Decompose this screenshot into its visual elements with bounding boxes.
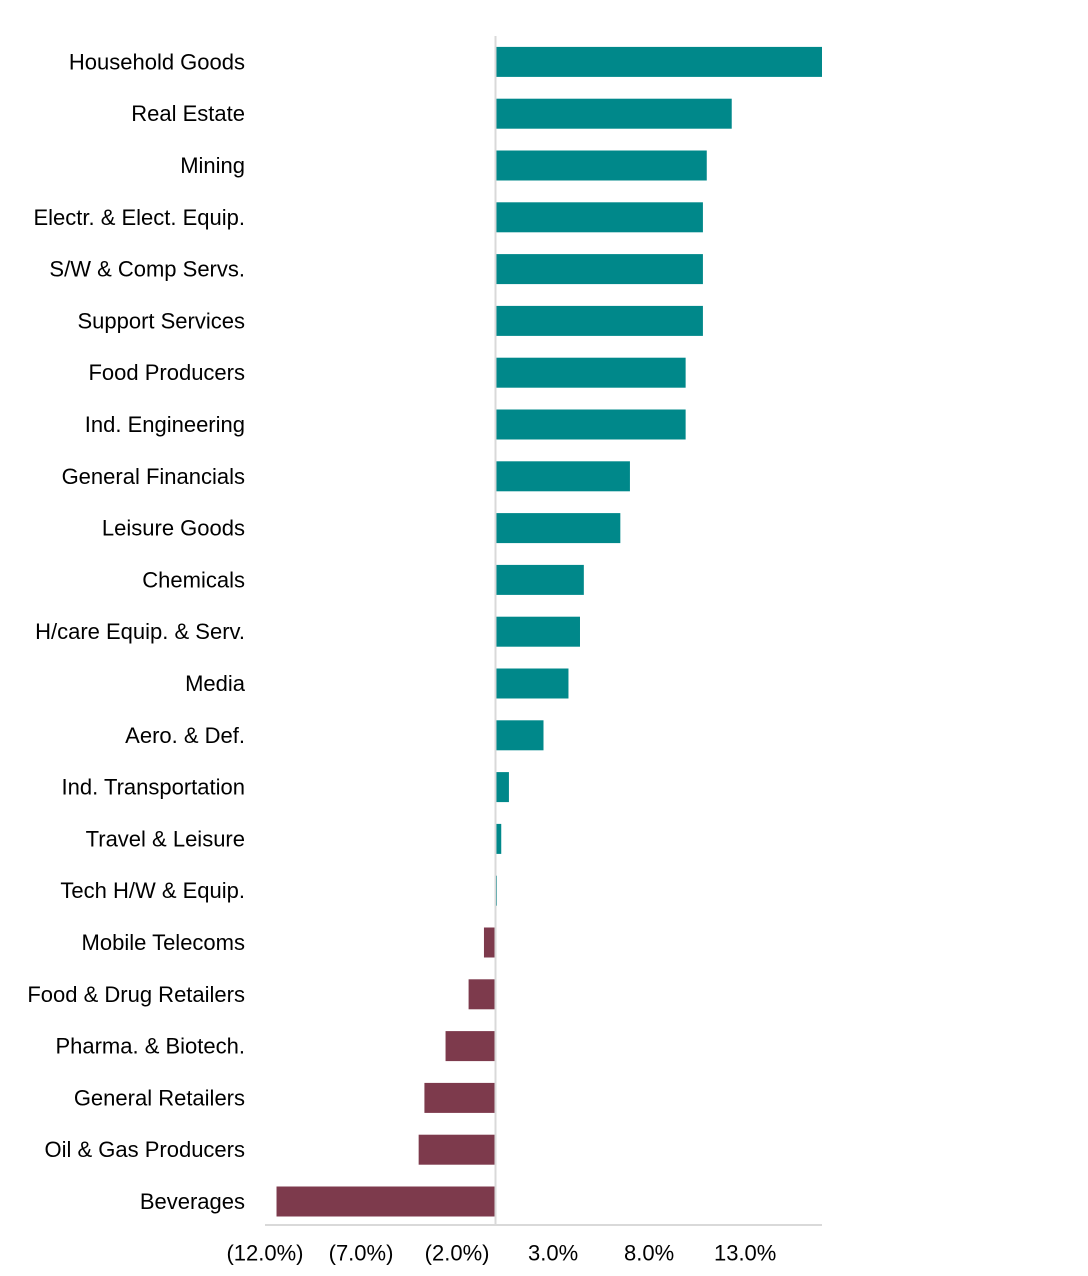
bar-food-producers [495,357,686,388]
category-label-food-drug-retailers: Food & Drug Retailers [27,982,245,1007]
category-label-h-care-equip-serv: H/care Equip. & Serv. [35,619,245,644]
bar-travel-leisure [495,823,502,854]
bar-beverages [276,1186,496,1217]
x-tick-labels-group: (12.0%) (7.0%) (2.0%) 3.0% 8.0% 13.0% [226,1241,776,1266]
bar-ind-engineering [495,409,686,440]
category-label-ind-transportation: Ind. Transportation [62,775,245,800]
x-tick-label: (2.0%) [425,1241,490,1266]
category-label-chemicals: Chemicals [142,567,245,592]
bar-pharma-biotech [445,1031,496,1062]
bar-ind-transportation [495,772,509,803]
category-label-support-services: Support Services [77,308,245,333]
category-label-leisure-goods: Leisure Goods [102,516,245,541]
category-label-oil-gas-producers: Oil & Gas Producers [44,1137,245,1162]
category-label-ind-engineering: Ind. Engineering [85,412,245,437]
category-label-tech-h-w-equip: Tech H/W & Equip. [60,878,245,903]
category-label-general-retailers: General Retailers [74,1085,245,1110]
category-label-real-estate: Real Estate [131,101,245,126]
x-tick-label: 13.0% [714,1241,776,1266]
bars-group [276,46,822,1217]
x-tick-label: (7.0%) [329,1241,394,1266]
bar-leisure-goods [495,513,621,544]
bar-support-services [495,305,703,336]
category-label-beverages: Beverages [140,1189,245,1214]
category-labels-group: Household Goods Real Estate Mining Electr. … [27,49,245,1214]
bar-general-financials [495,461,630,492]
bar-general-retailers [424,1082,496,1113]
bar-aero-def [495,720,544,751]
bar-food-drug-retailers [468,979,496,1010]
category-label-general-financials: General Financials [62,464,245,489]
category-label-mobile-telecoms: Mobile Telecoms [82,930,245,955]
category-label-pharma-biotech: Pharma. & Biotech. [55,1034,245,1059]
bar-mobile-telecoms [483,927,496,958]
category-label-media: Media [185,671,246,696]
x-tick-label: 3.0% [528,1241,578,1266]
category-label-household-goods: Household Goods [69,49,245,74]
bar-real-estate [495,98,732,129]
bar-s-w-comp-servs [495,254,703,285]
bar-chemicals [495,564,584,595]
bar-electr-elect-equip [495,202,703,233]
category-label-mining: Mining [180,153,245,178]
bar-household-goods [495,46,822,77]
bar-h-care-equip-serv [495,616,580,647]
x-tick-label: (12.0%) [226,1241,303,1266]
bar-media [495,668,569,699]
category-label-food-producers: Food Producers [88,360,245,385]
category-label-travel-leisure: Travel & Leisure [86,826,245,851]
x-tick-label: 8.0% [624,1241,674,1266]
bar-oil-gas-producers [418,1134,496,1165]
category-label-aero-def: Aero. & Def. [125,723,245,748]
bar-mining [495,150,707,181]
category-label-s-w-comp-servs: S/W & Comp Servs. [49,257,245,282]
category-label-electr-elect-equip: Electr. & Elect. Equip. [33,205,245,230]
